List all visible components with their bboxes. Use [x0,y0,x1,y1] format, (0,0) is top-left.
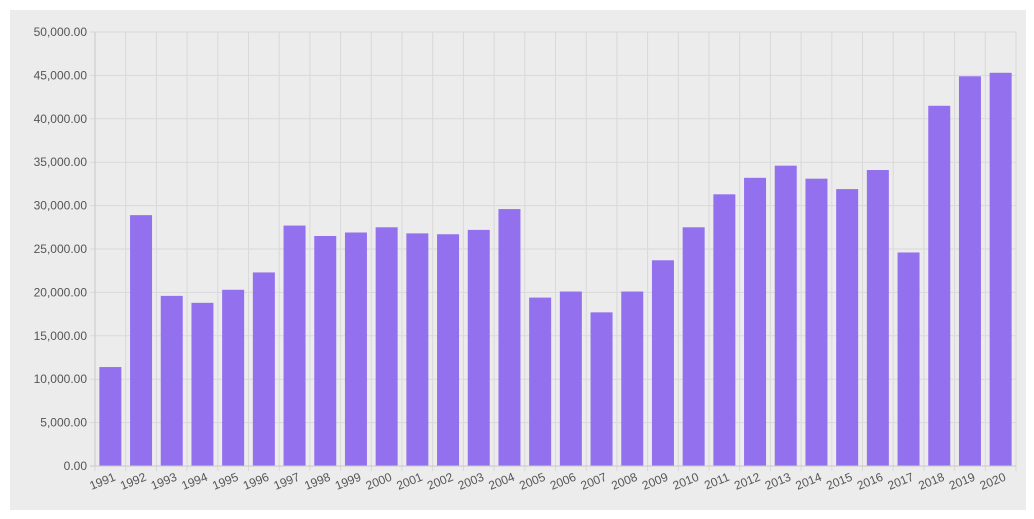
x-tick-label: 1992 [118,470,148,493]
x-tick-label: 2000 [364,470,394,493]
y-tick-label: 40,000.00 [34,112,88,126]
axes [90,32,1016,467]
bar-2017 [897,252,920,466]
bar-1997 [283,225,306,466]
bar-2015 [836,189,859,466]
bar-2011 [713,194,736,467]
bar-2001 [406,233,429,466]
bar-1991 [99,367,122,466]
bar-1993 [160,295,183,466]
x-tick-label: 2010 [671,470,701,493]
x-tick-label: 2001 [394,470,424,493]
bars [99,72,1012,467]
bar-2013 [774,165,797,466]
x-tick-label: 2020 [978,470,1008,493]
bar-1998 [314,235,337,466]
y-tick-label: 25,000.00 [34,242,88,256]
y-tick-label: 45,000.00 [34,68,88,82]
x-tick-label: 2009 [640,470,670,493]
y-tick-label: 35,000.00 [34,155,88,169]
bar-2002 [437,234,460,466]
x-tick-label: 1999 [333,470,363,493]
x-tick-label: 2011 [702,470,731,493]
x-tick-label: 1998 [302,470,332,493]
x-tick-label: 2007 [579,470,609,493]
y-tick-label: 50,000.00 [34,25,88,39]
bar-2019 [958,76,981,466]
bar-2003 [467,229,490,466]
x-tick-label: 2005 [517,470,547,493]
y-axis-tick-labels: 0.00 5,000.00 10,000.00 15,000.00 20,000.00 2… [34,25,88,473]
y-tick-label: 15,000.00 [34,329,88,343]
x-tick-label: 2008 [609,470,639,493]
bar-2009 [651,260,674,466]
grid [90,31,1017,471]
x-tick-label: 2013 [763,470,793,493]
x-tick-label: 2003 [456,470,486,493]
x-tick-label: 1995 [210,470,240,493]
x-tick-label: 1997 [272,470,302,493]
x-tick-label: 2006 [548,470,578,493]
x-tick-label: 2017 [886,470,916,493]
bar-2014 [805,178,828,466]
x-tick-label: 2016 [855,470,885,493]
bar-2004 [498,209,521,466]
x-tick-label: 1991 [87,470,117,493]
bar-2006 [559,291,582,466]
x-tick-label: 1996 [241,470,271,493]
bar-1999 [344,232,367,466]
x-tick-label: 1994 [180,470,210,493]
y-tick-label: 5,000.00 [40,416,87,430]
y-tick-label: 0.00 [64,459,88,473]
bar-2008 [621,291,644,466]
bar-2007 [590,312,613,466]
bar-1992 [130,215,153,466]
y-tick-label: 10,000.00 [34,372,88,386]
x-tick-label: 1993 [149,470,179,493]
bar-2000 [375,227,398,466]
bar-1996 [252,272,275,466]
bar-2005 [529,297,552,466]
bar-2020 [989,72,1012,467]
x-tick-label: 2015 [824,470,854,493]
x-tick-label: 2018 [916,470,946,493]
y-tick-label: 30,000.00 [34,199,88,213]
x-axis-tick-labels: 1991 1992 1993 1994 1995 1996 1997 1998 1999 2000… [87,470,1008,493]
x-tick-label: 2002 [425,470,455,493]
x-tick-label: 2004 [487,470,517,493]
x-tick-label: 2014 [794,470,824,493]
x-tick-label: 2019 [947,470,977,493]
bar-2012 [744,177,767,466]
y-tick-label: 20,000.00 [34,285,88,299]
x-tick-label: 2012 [732,470,762,493]
bar-1994 [191,302,214,466]
bar-2016 [866,170,889,466]
bar-2010 [682,227,705,466]
bar-2018 [928,105,951,466]
bar-1995 [222,289,245,466]
